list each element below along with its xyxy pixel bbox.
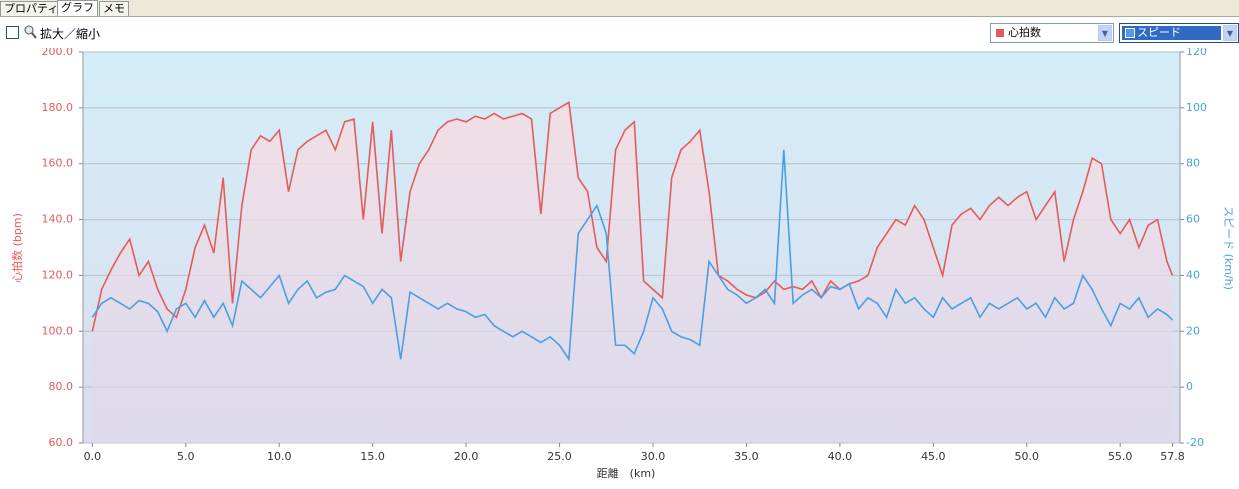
y2-tick-label: 60 xyxy=(1186,213,1200,226)
y-tick-label: 80.0 xyxy=(49,380,74,393)
y2-tick-label: 20 xyxy=(1186,324,1200,337)
x-tick-label: 55.0 xyxy=(1108,450,1133,463)
x-tick-label: 30.0 xyxy=(641,450,666,463)
x-tick-label: 15.0 xyxy=(360,450,385,463)
legend-swatch xyxy=(1125,28,1135,38)
zoom-checkbox[interactable] xyxy=(6,26,19,39)
y-tick-label: 120.0 xyxy=(42,268,74,281)
x-tick-label: 5.0 xyxy=(177,450,195,463)
y2-tick-label: 80 xyxy=(1186,157,1200,170)
toolbar: 拡大／縮小 心拍数 ▼ スピード ▼ xyxy=(0,17,1239,47)
x-tick-label: 20.0 xyxy=(454,450,479,463)
y-tick-label: 100.0 xyxy=(42,324,74,337)
dropdown-arrow[interactable]: ▼ xyxy=(1223,25,1237,41)
y-axis-title: 心拍数 (bpm) xyxy=(10,213,24,283)
zoom-icon xyxy=(24,25,37,39)
y-series-select[interactable]: 心拍数 ▼ xyxy=(990,23,1114,43)
y-tick-label: 60.0 xyxy=(49,436,74,449)
legend-label: 心拍数 xyxy=(1008,26,1041,39)
y-tick-label: 180.0 xyxy=(42,101,74,114)
legend-label: スピード xyxy=(1137,26,1181,39)
x-tick-label: 40.0 xyxy=(828,450,853,463)
tab[interactable]: グラフ xyxy=(57,0,98,16)
tab[interactable]: プロパティ xyxy=(0,1,63,16)
x-tick-label: 45.0 xyxy=(921,450,946,463)
y2-tick-label: 100 xyxy=(1186,101,1207,114)
x-tick-label: 50.0 xyxy=(1015,450,1040,463)
y2-tick-label: 0 xyxy=(1186,380,1193,393)
y-tick-label: 140.0 xyxy=(42,213,74,226)
y2-tick-label: 40 xyxy=(1186,268,1200,281)
legend-swatch xyxy=(996,29,1004,37)
dropdown-arrow[interactable]: ▼ xyxy=(1098,25,1112,41)
x-tick-label: 35.0 xyxy=(734,450,759,463)
y2-tick-label: 120 xyxy=(1186,48,1207,58)
y-tick-label: 160.0 xyxy=(42,157,74,170)
x-tick-label: 57.8 xyxy=(1160,450,1185,463)
series-line xyxy=(91,149,1174,362)
x-tick-label: 25.0 xyxy=(547,450,572,463)
tab-bar: プロパティ グラフ メモ xyxy=(0,0,1239,17)
x-tick-label: 0.0 xyxy=(84,450,102,463)
tab[interactable]: メモ xyxy=(99,1,129,16)
y-tick-label: 200.0 xyxy=(42,48,74,58)
chart: 心拍数 (bpm) スピード (km/h) 距離 (km) 60.0 80.0 10… xyxy=(10,48,1235,480)
series-line xyxy=(91,100,1174,332)
x-tick-label: 10.0 xyxy=(267,450,292,463)
hr-area xyxy=(92,102,1173,443)
zoom-label: 拡大／縮小 xyxy=(40,27,101,41)
y2-axis-title: スピード (km/h) xyxy=(1222,206,1235,290)
y2-tick-label: -20 xyxy=(1186,436,1204,449)
y2-series-select[interactable]: スピード ▼ xyxy=(1119,23,1239,43)
x-axis-title: 距離 (km) xyxy=(597,466,656,480)
